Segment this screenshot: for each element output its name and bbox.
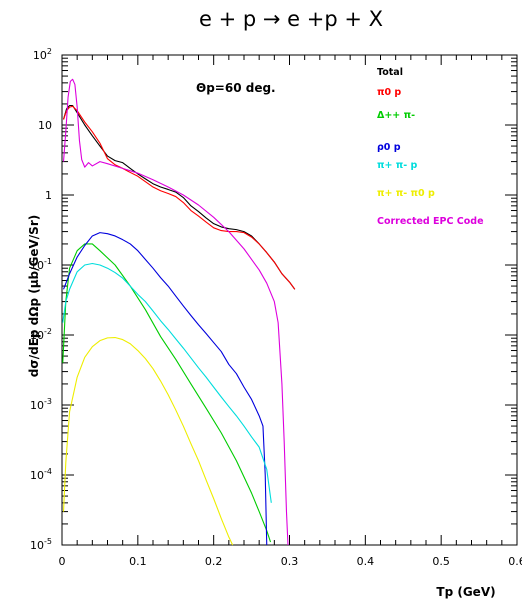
y-tick-label: 10-1 <box>30 257 52 272</box>
legend-entry: ρ0 p <box>377 142 401 153</box>
legend-entry: Δ++ π- <box>377 110 415 121</box>
plot-frame <box>61 54 518 546</box>
angle-annotation: Θp=60 deg. <box>196 81 276 95</box>
y-tick-label: 10 <box>38 119 52 132</box>
legend-entry: Corrected EPC Code <box>377 216 484 227</box>
series-line-0 <box>62 104 296 290</box>
series-line-3 <box>63 232 268 546</box>
x-tick-label: 0.6 <box>508 555 522 568</box>
x-tick-label: 0.1 <box>129 555 147 568</box>
series-line-5 <box>62 336 234 546</box>
series-line-2 <box>62 243 272 543</box>
legend-entry: π+ π- π0 p <box>377 188 435 199</box>
legend-entry: π0 p <box>377 87 401 98</box>
y-tick-label: 1 <box>45 189 52 202</box>
x-tick-label: 0.5 <box>432 555 450 568</box>
x-tick-label: 0 <box>59 555 66 568</box>
y-tick-label: 102 <box>33 47 52 62</box>
y-axis-label: dσ/dEp dΩp (μb/GeV/Sr) <box>27 215 41 377</box>
y-tick-label: 10-2 <box>30 327 52 342</box>
y-tick-label: 10-5 <box>30 537 52 552</box>
tick-labels: 0 0.1 0.2 0.3 0.4 0.5 0.6 10-5 10-4 10-3 10-2 10-1 1… <box>30 47 522 568</box>
y-tick-label: 10-3 <box>30 397 52 412</box>
series-lines <box>62 78 296 546</box>
chart-title: e + p → e +p + X <box>199 7 383 31</box>
axis-ticks <box>61 55 518 546</box>
legend-entry: Total <box>377 67 403 78</box>
series-line-1 <box>63 105 296 290</box>
series-line-4 <box>62 262 272 503</box>
x-tick-label: 0.3 <box>281 555 299 568</box>
legend-entry: π+ π- p <box>377 160 418 171</box>
x-tick-label: 0.2 <box>205 555 223 568</box>
x-tick-label: 0.4 <box>357 555 375 568</box>
legend: Total π0 p Δ++ π-ρ0 p π+ π- p π+ π- π0 p Corr… <box>377 67 484 227</box>
series-line-6 <box>62 78 289 546</box>
x-axis-label: Tp (GeV) <box>436 585 495 599</box>
y-tick-label: 10-4 <box>30 467 52 482</box>
